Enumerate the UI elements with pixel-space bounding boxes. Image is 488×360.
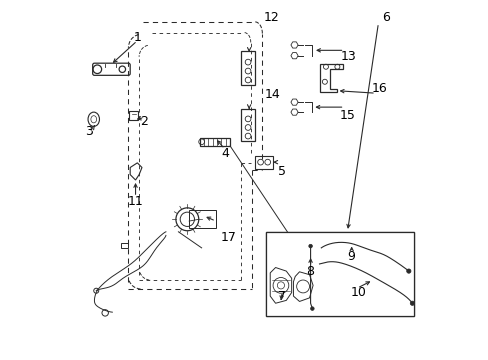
Text: 13: 13 <box>340 50 355 63</box>
Text: 11: 11 <box>127 195 143 208</box>
Circle shape <box>310 307 313 310</box>
Circle shape <box>406 269 410 273</box>
Bar <box>265 232 413 316</box>
Text: 14: 14 <box>264 88 280 101</box>
Text: 9: 9 <box>347 250 355 263</box>
Bar <box>241 109 255 141</box>
Text: 15: 15 <box>340 109 355 122</box>
Circle shape <box>409 301 414 305</box>
Text: 8: 8 <box>306 265 314 278</box>
Bar <box>200 138 230 146</box>
Text: 6: 6 <box>381 11 389 24</box>
Bar <box>255 156 272 168</box>
Bar <box>241 51 255 85</box>
Circle shape <box>308 244 312 248</box>
Text: 1: 1 <box>133 31 141 44</box>
Text: 16: 16 <box>371 82 386 95</box>
Text: 12: 12 <box>263 11 279 24</box>
Bar <box>189 210 216 228</box>
Bar <box>121 243 127 248</box>
Text: 5: 5 <box>278 165 285 177</box>
Text: 4: 4 <box>221 147 228 160</box>
Text: 2: 2 <box>140 114 148 127</box>
Bar <box>129 111 138 120</box>
Text: 10: 10 <box>350 286 366 299</box>
Text: 3: 3 <box>85 125 93 138</box>
Text: 7: 7 <box>278 289 285 303</box>
Text: 17: 17 <box>220 231 236 244</box>
Bar <box>265 232 413 316</box>
